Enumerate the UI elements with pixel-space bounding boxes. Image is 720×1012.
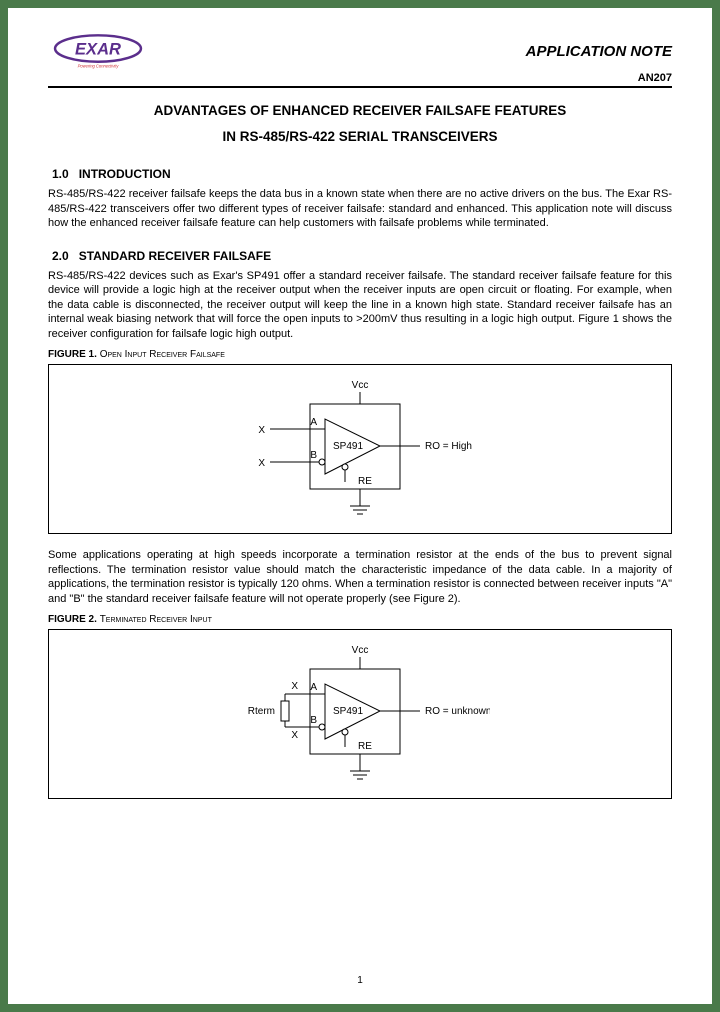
figure-1-title: Open Input Receiver Failsafe: [100, 349, 225, 360]
chip-label: SP491: [333, 441, 363, 452]
doc-number: AN207: [48, 72, 672, 84]
resistor-icon: [281, 701, 289, 721]
x1-label: X: [258, 425, 265, 436]
x2-label-2: X: [291, 730, 298, 741]
chip-label-2: SP491: [333, 706, 363, 717]
title-line-1: ADVANTAGES OF ENHANCED RECEIVER FAILSAFE…: [48, 98, 672, 124]
title-line-2: IN RS-485/RS-422 SERIAL TRANSCEIVERS: [48, 124, 672, 150]
figure-1-label: FIGURE 1.: [48, 349, 100, 360]
logo-text: EXAR: [75, 39, 121, 58]
vcc-label-2: Vcc: [352, 645, 369, 656]
rterm-label: Rterm: [248, 706, 275, 717]
figure-2-diagram: Vcc X A X B Rterm SP491 RE RO = unknown: [230, 639, 490, 789]
ro-label: RO = High: [425, 441, 472, 452]
section-1-body: RS-485/RS-422 receiver failsafe keeps th…: [48, 187, 672, 231]
section-1-heading: 1.0 INTRODUCTION: [48, 167, 672, 181]
app-note-label: APPLICATION NOTE: [526, 43, 672, 60]
section-2-body: RS-485/RS-422 devices such as Exar's SP4…: [48, 269, 672, 342]
re-label-2: RE: [358, 741, 372, 752]
header-rule: [48, 86, 672, 88]
figure-1-box: Vcc X A X B SP491 RE RO = High: [48, 364, 672, 534]
header: EXAR Powering Connectivity APPLICATION N…: [48, 32, 672, 70]
logo-subtitle: Powering Connectivity: [78, 64, 120, 69]
section-2-title: STANDARD RECEIVER FAILSAFE: [79, 249, 271, 263]
paragraph-2: Some applications operating at high spee…: [48, 548, 672, 606]
figure-1-caption: FIGURE 1. Open Input Receiver Failsafe: [48, 349, 672, 360]
figure-2-label: FIGURE 2.: [48, 614, 100, 625]
figure-2-box: Vcc X A X B Rterm SP491 RE RO = unknown: [48, 629, 672, 799]
figure-2-title: Terminated Receiver Input: [100, 614, 212, 625]
x1-label-2: X: [291, 681, 298, 692]
section-2-num: 2.0: [52, 249, 69, 263]
figure-2-caption: FIGURE 2. Terminated Receiver Input: [48, 614, 672, 625]
vcc-label: Vcc: [352, 380, 369, 391]
x2-label: X: [258, 458, 265, 469]
section-1-title: INTRODUCTION: [79, 167, 171, 181]
page-number: 1: [8, 975, 712, 986]
section-1-num: 1.0: [52, 167, 69, 181]
re-label: RE: [358, 476, 372, 487]
section-2-heading: 2.0 STANDARD RECEIVER FAILSAFE: [48, 249, 672, 263]
exar-logo: EXAR Powering Connectivity: [48, 32, 148, 70]
ro-label-2: RO = unknown: [425, 706, 490, 717]
b-label-2: B: [310, 715, 317, 726]
b-label: B: [310, 450, 317, 461]
figure-1-diagram: Vcc X A X B SP491 RE RO = High: [230, 374, 490, 524]
a-label-2: A: [310, 682, 317, 693]
doc-title: ADVANTAGES OF ENHANCED RECEIVER FAILSAFE…: [48, 98, 672, 149]
page: EXAR Powering Connectivity APPLICATION N…: [8, 8, 712, 1004]
a-label: A: [310, 417, 317, 428]
